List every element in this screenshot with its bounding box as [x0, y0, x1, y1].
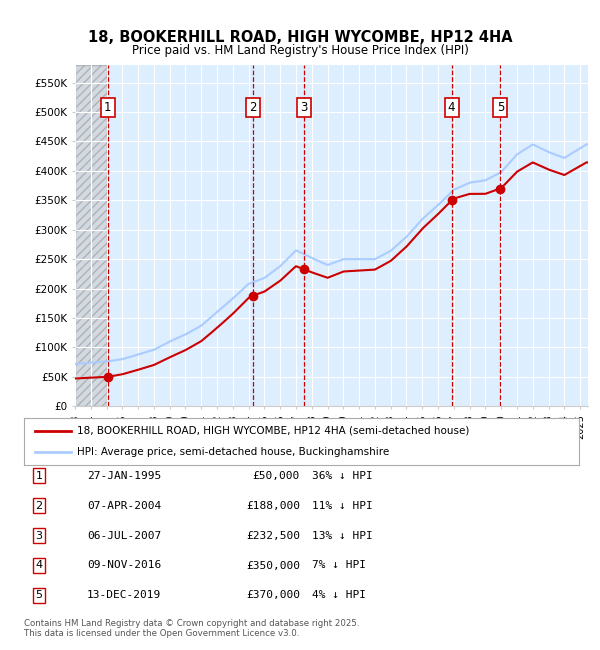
Bar	[75, 65, 107, 406]
Text: 18, BOOKERHILL ROAD, HIGH WYCOMBE, HP12 4HA (semi-detached house): 18, BOOKERHILL ROAD, HIGH WYCOMBE, HP12 …	[77, 426, 469, 436]
Text: 13% ↓ HPI: 13% ↓ HPI	[312, 530, 373, 541]
Text: 11% ↓ HPI: 11% ↓ HPI	[312, 500, 373, 511]
Text: £188,000: £188,000	[246, 500, 300, 511]
Text: 2: 2	[249, 101, 257, 114]
Text: £50,000: £50,000	[253, 471, 300, 481]
Text: 5: 5	[497, 101, 504, 114]
Text: 13-DEC-2019: 13-DEC-2019	[87, 590, 161, 601]
Text: 1: 1	[104, 101, 112, 114]
Text: £232,500: £232,500	[246, 530, 300, 541]
Text: £350,000: £350,000	[246, 560, 300, 571]
Text: 1: 1	[35, 471, 43, 481]
Text: Contains HM Land Registry data © Crown copyright and database right 2025.
This d: Contains HM Land Registry data © Crown c…	[24, 619, 359, 638]
Text: £370,000: £370,000	[246, 590, 300, 601]
Text: 5: 5	[35, 590, 43, 601]
Text: 4: 4	[448, 101, 455, 114]
Text: 36% ↓ HPI: 36% ↓ HPI	[312, 471, 373, 481]
Text: 3: 3	[35, 530, 43, 541]
Text: 7% ↓ HPI: 7% ↓ HPI	[312, 560, 366, 571]
Text: 09-NOV-2016: 09-NOV-2016	[87, 560, 161, 571]
Text: 3: 3	[301, 101, 308, 114]
Text: 07-APR-2004: 07-APR-2004	[87, 500, 161, 511]
Text: 18, BOOKERHILL ROAD, HIGH WYCOMBE, HP12 4HA: 18, BOOKERHILL ROAD, HIGH WYCOMBE, HP12 …	[88, 30, 512, 46]
Text: 4% ↓ HPI: 4% ↓ HPI	[312, 590, 366, 601]
Text: 27-JAN-1995: 27-JAN-1995	[87, 471, 161, 481]
Text: HPI: Average price, semi-detached house, Buckinghamshire: HPI: Average price, semi-detached house,…	[77, 447, 389, 457]
Text: Price paid vs. HM Land Registry's House Price Index (HPI): Price paid vs. HM Land Registry's House …	[131, 44, 469, 57]
Text: 4: 4	[35, 560, 43, 571]
Text: 06-JUL-2007: 06-JUL-2007	[87, 530, 161, 541]
Text: 2: 2	[35, 500, 43, 511]
